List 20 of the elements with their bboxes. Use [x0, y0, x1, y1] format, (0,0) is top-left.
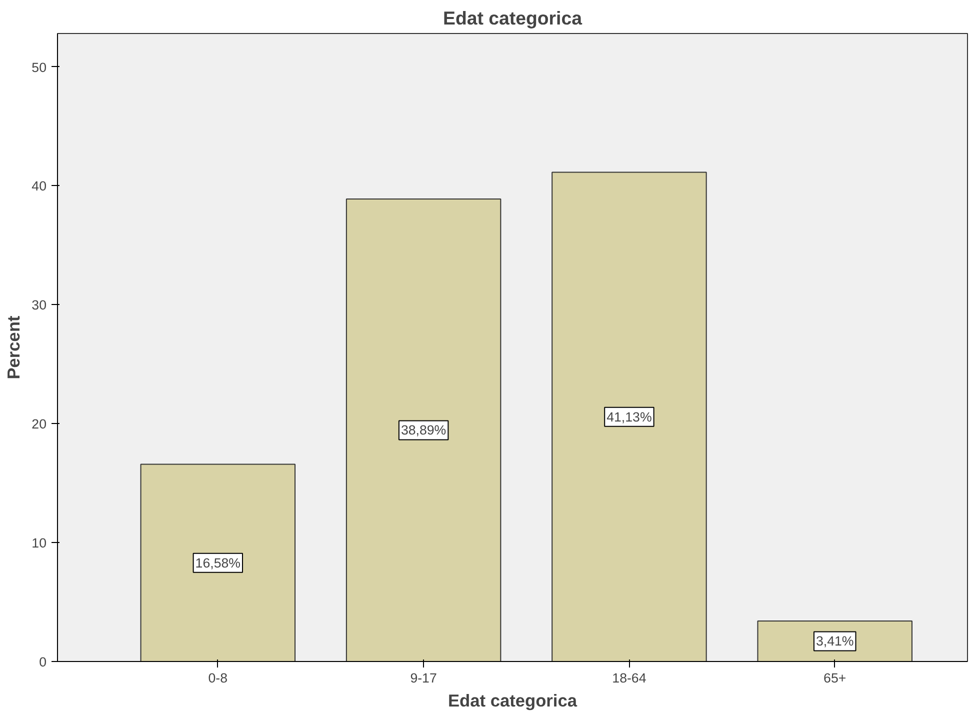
x-axis-title: Edat categorica — [448, 690, 578, 710]
x-tick-label: 65+ — [824, 670, 846, 686]
bar — [552, 172, 707, 662]
bar — [346, 198, 502, 662]
data-label: 41,13% — [606, 409, 652, 424]
chart-title: Edat categorica — [443, 8, 583, 28]
y-tick-label: 0 — [39, 654, 47, 670]
y-axis-title: Percent — [4, 315, 24, 380]
y-tick-label: 10 — [32, 536, 47, 551]
bar — [140, 464, 296, 662]
data-label: 16,58% — [195, 555, 241, 570]
y-tick-label: 30 — [32, 298, 47, 313]
data-label: 38,89% — [400, 422, 446, 438]
data-label: 3,41% — [816, 634, 854, 649]
y-tick-label: 20 — [32, 416, 47, 432]
y-tick-label: 50 — [32, 60, 47, 75]
x-tick-label: 18-64 — [612, 670, 647, 686]
y-tick-label: 40 — [32, 178, 47, 194]
x-tick-label: 9-17 — [410, 670, 437, 686]
x-tick-label: 0-8 — [208, 670, 228, 686]
